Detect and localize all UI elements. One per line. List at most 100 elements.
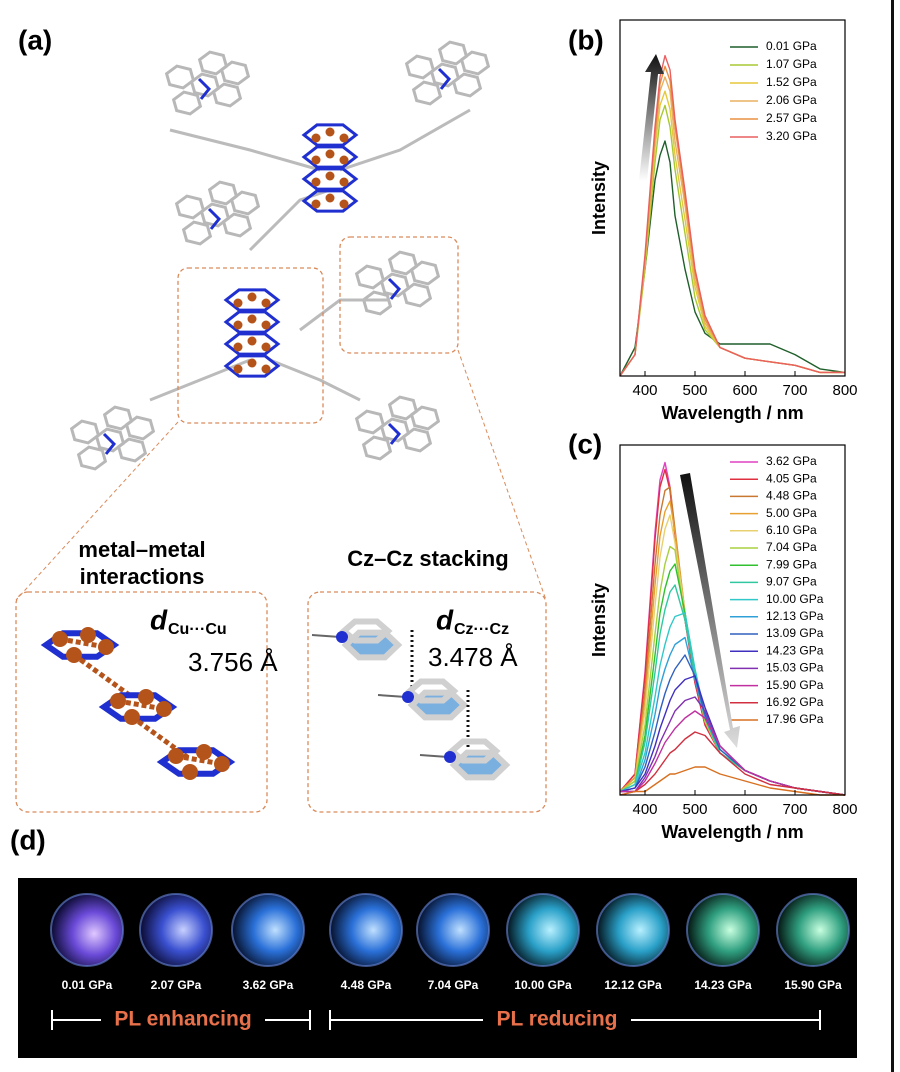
cu-atom <box>325 171 335 181</box>
cu-atom <box>261 298 271 308</box>
zoom-box <box>339 236 459 354</box>
legend-label: 3.20 GPa <box>766 129 817 143</box>
legend-label: 2.06 GPa <box>766 93 817 107</box>
linker <box>169 128 321 172</box>
cu-atom <box>138 689 154 705</box>
nitrogen-atom <box>444 751 456 763</box>
x-tick-label: 700 <box>782 801 807 818</box>
nitrogen-bond <box>437 67 452 90</box>
legend-label: 4.48 GPa <box>766 489 817 503</box>
cz-ring <box>447 738 501 764</box>
legend-label: 7.99 GPa <box>766 557 817 571</box>
panel-label: (b) <box>568 24 604 55</box>
right-title: Cz–Cz stacking <box>347 546 508 571</box>
plot-frame <box>619 19 846 377</box>
dac-photo <box>686 893 760 967</box>
distance-symbol: d <box>436 604 454 635</box>
distance-symbol: d <box>150 604 168 635</box>
left-title: metal–metal <box>78 537 205 562</box>
cu-atom <box>80 627 96 643</box>
cu-atom <box>233 364 243 374</box>
cu-ring <box>301 189 359 213</box>
cu-atom <box>311 133 321 143</box>
nitrogen-atom <box>336 631 348 643</box>
carbazole-ring <box>411 80 443 106</box>
range-label: PL reducing <box>497 1008 618 1031</box>
distance-subscript: Cu···Cu <box>168 621 227 638</box>
dac-photo <box>139 893 213 967</box>
photo-label: 14.23 GPa <box>694 978 752 992</box>
cu-atom <box>339 133 349 143</box>
cu-atom <box>233 342 243 352</box>
x-axis-label: Wavelength / nm <box>661 822 803 842</box>
cu-atom <box>339 177 349 187</box>
cu-atom <box>261 364 271 374</box>
nitrogen-bond <box>197 77 212 100</box>
linker <box>248 188 331 252</box>
border-line <box>891 0 894 1072</box>
y-axis-label: Intensity <box>589 583 609 657</box>
cu-atom <box>247 358 257 368</box>
photo-label: 3.62 GPa <box>243 978 294 992</box>
zoom-line <box>15 421 179 601</box>
detail-box <box>15 591 268 813</box>
legend-label: 5.00 GPa <box>766 506 817 520</box>
cu-atom <box>247 314 257 324</box>
carbazole-ring <box>197 50 229 76</box>
carbazole-ring <box>124 415 156 441</box>
cu-ring <box>98 692 178 722</box>
carbazole-ring <box>116 437 148 463</box>
legend-label: 4.05 GPa <box>766 471 817 485</box>
dac-photo <box>596 893 670 967</box>
carbazole-ring <box>181 220 213 246</box>
panel-label: (c) <box>568 428 602 459</box>
linker <box>339 108 471 172</box>
spectrum-line <box>619 731 846 796</box>
cu-atom <box>98 639 114 655</box>
linker <box>299 298 390 332</box>
carbazole-ring <box>387 250 419 276</box>
carbazole-ring <box>207 180 239 206</box>
cu-ring <box>301 145 359 169</box>
spectrum-line <box>620 710 846 796</box>
carbazole-ring <box>459 50 491 76</box>
cz-methyl <box>419 754 449 758</box>
photo-label: 7.04 GPa <box>428 978 479 992</box>
carbazole-ring <box>409 405 441 431</box>
cu-ring <box>223 288 281 312</box>
detail-box <box>307 591 547 813</box>
distance-value: 3.756 Å <box>188 647 278 677</box>
dac-photo <box>329 893 403 967</box>
legend-label: 15.03 GPa <box>766 661 824 675</box>
cu-atom <box>339 199 349 209</box>
carbazole-ring <box>404 54 436 80</box>
cu-atom <box>261 342 271 352</box>
carbazole-ring <box>354 264 386 290</box>
x-tick-label: 400 <box>632 382 657 399</box>
nitrogen-bond <box>387 422 402 445</box>
carbazole-ring <box>171 90 203 116</box>
legend-label: 0.01 GPa <box>766 39 817 53</box>
nitrogen-atom <box>402 691 414 703</box>
carbazole-ring <box>221 212 253 238</box>
cu-atom <box>247 336 257 346</box>
trend-arrow <box>639 54 664 181</box>
dac-photo <box>50 893 124 967</box>
cu-ring <box>223 310 281 334</box>
legend-label: 15.90 GPa <box>766 678 824 692</box>
cu-atom <box>214 756 230 772</box>
zoom-line <box>457 349 547 601</box>
x-tick-label: 800 <box>832 382 857 399</box>
cu-atom <box>325 149 335 159</box>
legend-label: 9.07 GPa <box>766 575 817 589</box>
cu-atom <box>261 320 271 330</box>
linker <box>269 358 361 402</box>
cz-methyl <box>311 634 341 638</box>
cu-atom <box>325 127 335 137</box>
legend-label: 1.07 GPa <box>766 57 817 71</box>
nitrogen-bond <box>102 432 117 455</box>
plot-frame <box>619 444 846 796</box>
legend-label: 12.13 GPa <box>766 609 824 623</box>
x-axis-label: Wavelength / nm <box>661 403 803 423</box>
